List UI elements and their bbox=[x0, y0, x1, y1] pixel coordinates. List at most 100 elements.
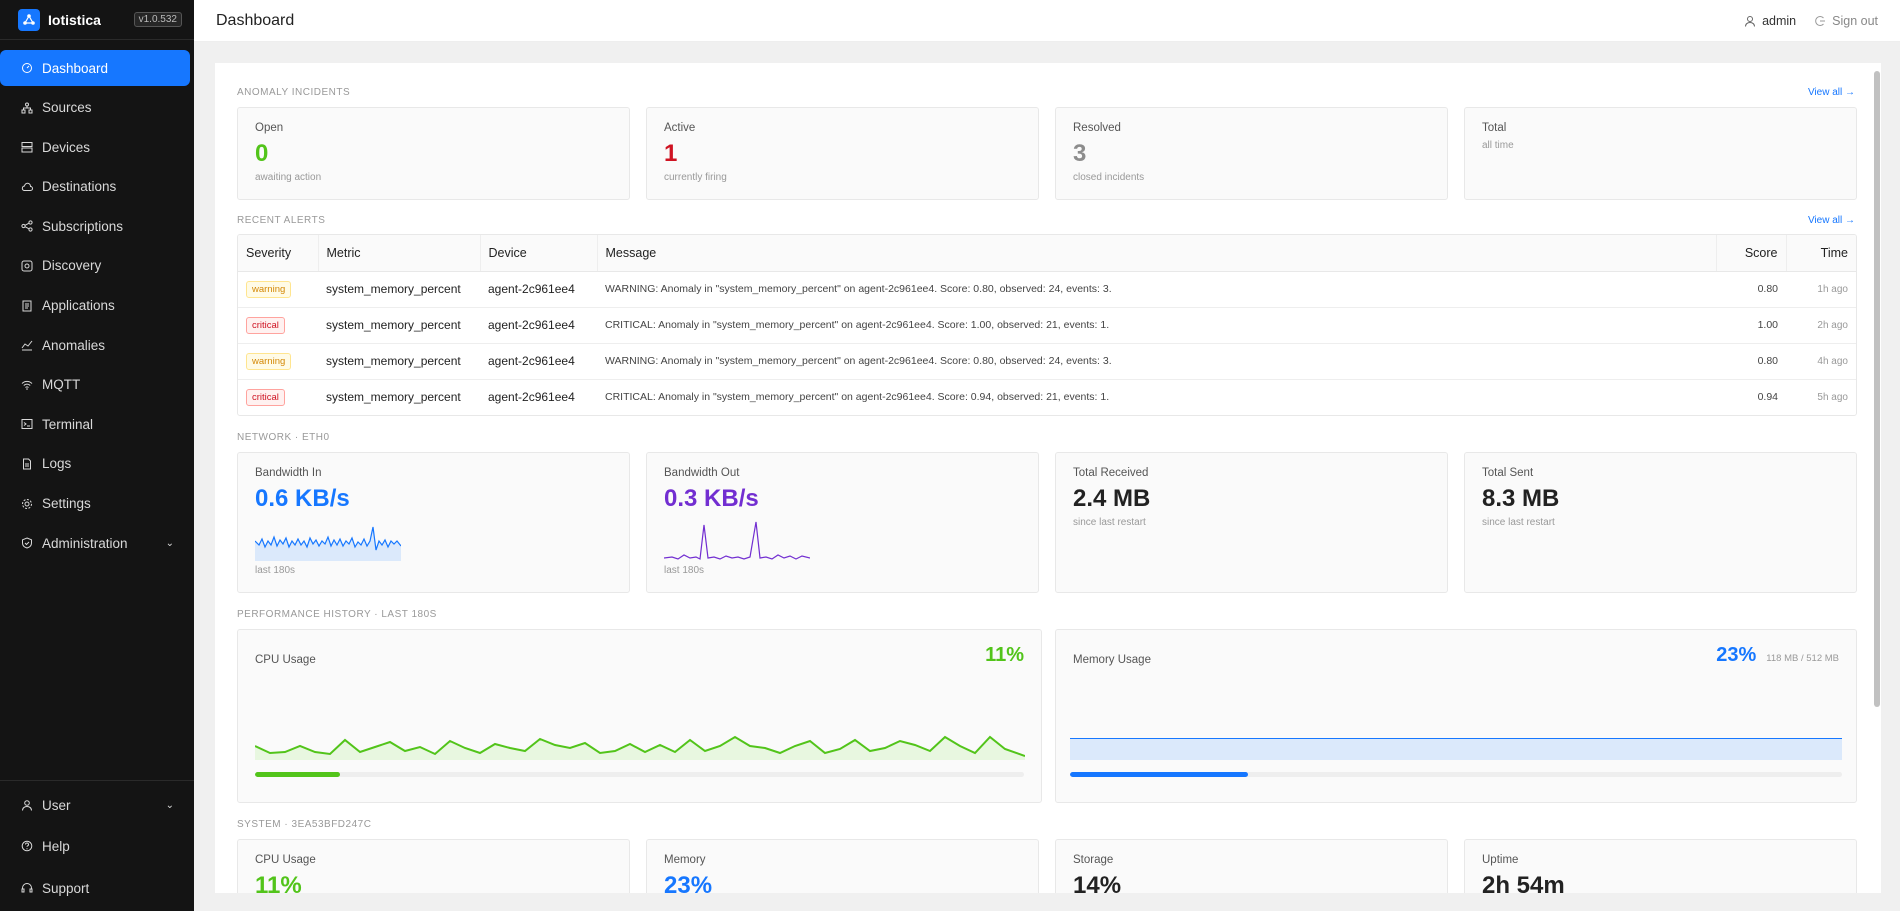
score-cell: 0.80 bbox=[1716, 271, 1786, 308]
card-label: Bandwidth Out bbox=[664, 467, 740, 479]
sidebar-item-label: Sources bbox=[42, 100, 92, 116]
sidebar-item-settings[interactable]: Settings bbox=[0, 486, 190, 522]
sidebar-item-devices[interactable]: Devices bbox=[0, 129, 190, 165]
chevron-down-icon: ⌄ bbox=[165, 537, 174, 549]
column-header-severity[interactable]: Severity bbox=[238, 235, 319, 272]
cpu-history-label: CPU Usage bbox=[255, 654, 316, 666]
system-card-uptime: Uptime 2h 54m bbox=[1464, 839, 1857, 893]
share-icon bbox=[20, 219, 34, 233]
column-header-score[interactable]: Score bbox=[1716, 235, 1787, 272]
table-row[interactable]: critical system_memory_percent agent-2c961… bbox=[238, 379, 1856, 415]
sidebar-item-destinations[interactable]: Destinations bbox=[0, 169, 190, 205]
sidebar-item-terminal[interactable]: Terminal bbox=[0, 406, 190, 442]
sidebar-item-label: Destinations bbox=[42, 179, 117, 195]
sidebar-nav: Dashboard Sources Devices Destinations Subsc… bbox=[0, 50, 194, 561]
sidebar-item-label: Applications bbox=[42, 298, 115, 314]
brand-name: Iotistica bbox=[48, 11, 101, 28]
bandwidth-in-sparkline bbox=[255, 526, 401, 561]
signout-button[interactable]: Sign out bbox=[1814, 14, 1878, 28]
alerts-table: Severity Metric Device Message Score Time war… bbox=[237, 234, 1857, 416]
user-icon bbox=[1745, 15, 1756, 27]
cpu-history-chart bbox=[255, 735, 1025, 760]
scrollbar[interactable] bbox=[1873, 67, 1881, 767]
sidebar-item-label: Help bbox=[42, 838, 70, 854]
incidents-view-all-link[interactable]: View all → bbox=[1807, 87, 1855, 98]
memory-progress-fill bbox=[1070, 772, 1248, 777]
sidebar-item-dashboard[interactable]: Dashboard bbox=[0, 50, 190, 86]
signout-label: Sign out bbox=[1832, 13, 1878, 28]
message-cell: CRITICAL: Anomaly in "system_memory_perc… bbox=[605, 391, 1110, 404]
alerts-view-all-link[interactable]: View all → bbox=[1807, 215, 1855, 226]
devices-icon bbox=[20, 140, 34, 154]
system-header: SYSTEM · 3EA53BFD247C bbox=[237, 819, 1855, 830]
sidebar-item-label: Anomalies bbox=[42, 337, 106, 353]
sidebar-item-support[interactable]: Support bbox=[0, 869, 190, 907]
card-subtitle: since last restart bbox=[1482, 517, 1555, 528]
sidebar-item-user[interactable]: User ⌄ bbox=[0, 787, 190, 823]
card-label: Resolved bbox=[1073, 122, 1121, 134]
sidebar-item-label: Support bbox=[42, 880, 90, 896]
column-header-time[interactable]: Time bbox=[1786, 235, 1856, 272]
card-subtitle: closed incidents bbox=[1073, 172, 1145, 183]
sidebar-item-anomalies[interactable]: Anomalies bbox=[0, 327, 190, 363]
card-value: 11% bbox=[255, 872, 302, 893]
sidebar-item-logs[interactable]: Logs bbox=[0, 446, 190, 482]
severity-cell: critical bbox=[238, 307, 318, 344]
performance-header: PERFORMANCE HISTORY · LAST 180S bbox=[237, 609, 1855, 620]
cpu-progress-fill bbox=[255, 772, 340, 777]
card-value: 3 bbox=[1073, 140, 1087, 167]
device-cell: agent-2c961ee4 bbox=[480, 343, 597, 380]
column-header-message[interactable]: Message bbox=[597, 235, 1717, 272]
card-subtitle: since last restart bbox=[1073, 517, 1146, 528]
column-header-device[interactable]: Device bbox=[480, 235, 598, 272]
cpu-history-card: CPU Usage 11% bbox=[237, 629, 1042, 803]
card-subtitle: all time bbox=[1482, 140, 1514, 151]
message-cell: WARNING: Anomaly in "system_memory_perce… bbox=[597, 343, 1716, 380]
user-icon bbox=[20, 798, 34, 812]
chevron-down-icon: ⌄ bbox=[165, 799, 174, 811]
score-cell: 1.00 bbox=[1716, 307, 1786, 344]
table-row[interactable]: critical system_memory_percent agent-2c961… bbox=[238, 307, 1856, 344]
card-label: Total bbox=[1482, 122, 1507, 134]
sidebar-item-label: Terminal bbox=[42, 416, 94, 432]
message-cell: CRITICAL: Anomaly in "system_memory_perc… bbox=[597, 307, 1716, 344]
sidebar-item-applications[interactable]: Applications bbox=[0, 288, 190, 324]
card-label: Open bbox=[255, 122, 284, 134]
sidebar-item-administration[interactable]: Administration ⌄ bbox=[0, 525, 190, 561]
memory-progress-bar bbox=[1070, 772, 1842, 777]
sidebar-item-label: MQTT bbox=[42, 377, 81, 393]
severity-badge: critical bbox=[246, 316, 285, 334]
sidebar-item-label: Settings bbox=[42, 496, 91, 512]
cloud-icon bbox=[20, 180, 34, 194]
card-value: 1 bbox=[664, 140, 678, 167]
network-card-total-sent: Total Sent 8.3 MB since last restart bbox=[1464, 452, 1857, 593]
sidebar-item-sources[interactable]: Sources bbox=[0, 90, 190, 126]
incidents-header: ANOMALY INCIDENTS View all → bbox=[237, 87, 1855, 98]
table-row[interactable]: warning system_memory_percent agent-2c961e… bbox=[238, 343, 1856, 380]
card-subtitle: awaiting action bbox=[255, 172, 322, 183]
card-value: 23% bbox=[664, 872, 713, 893]
shield-icon bbox=[20, 536, 34, 550]
card-label: Uptime bbox=[1482, 854, 1519, 866]
sidebar-item-label: Discovery bbox=[42, 258, 102, 274]
scrollbar-thumb[interactable] bbox=[1874, 71, 1880, 707]
cpu-history-value: 11% bbox=[985, 644, 1024, 666]
sidebar-item-subscriptions[interactable]: Subscriptions bbox=[0, 208, 190, 244]
table-row[interactable]: warning system_memory_percent agent-2c961e… bbox=[238, 271, 1856, 308]
line-chart-icon bbox=[20, 338, 34, 352]
file-icon bbox=[20, 457, 34, 471]
brand[interactable]: Iotistica v1.0.532 bbox=[0, 0, 194, 40]
user-menu[interactable]: admin bbox=[1744, 14, 1796, 28]
sidebar-item-discovery[interactable]: Discovery bbox=[0, 248, 190, 284]
message-cell: WARNING: Anomaly in "system_memory_perce… bbox=[597, 271, 1716, 308]
severity-cell: warning bbox=[238, 271, 318, 308]
sidebar-item-label: Subscriptions bbox=[42, 218, 124, 234]
column-header-metric[interactable]: Metric bbox=[318, 235, 481, 272]
gear-icon bbox=[20, 497, 34, 511]
network-card-bandwidth-out: Bandwidth Out 0.3 KB/s last 180s bbox=[646, 452, 1039, 593]
sidebar-item-mqtt[interactable]: MQTT bbox=[0, 367, 190, 403]
sidebar-item-help[interactable]: Help bbox=[0, 827, 190, 865]
cpu-progress-bar bbox=[255, 772, 1024, 777]
severity-cell: warning bbox=[238, 343, 318, 380]
device-cell: agent-2c961ee4 bbox=[480, 307, 597, 344]
